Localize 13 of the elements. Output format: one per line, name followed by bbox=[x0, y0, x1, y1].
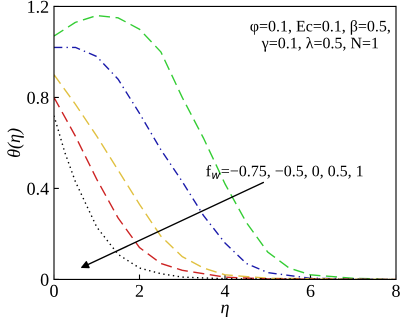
x-tick-label: 0 bbox=[50, 284, 58, 297]
x-tick-label: 6 bbox=[306, 284, 314, 297]
x-axis-title: η bbox=[221, 304, 229, 318]
x-tick-label: 8 bbox=[392, 284, 400, 297]
y-tick-label: 0.4 bbox=[27, 182, 49, 195]
annotation: φ=0.1, Ec=0.1, β=0.5, γ=0.1, λ=0.5, N=1 bbox=[250, 20, 390, 52]
y-tick-label: 0 bbox=[40, 274, 48, 286]
y-tick-label: 1.2 bbox=[28, 0, 48, 13]
x-tick-label: 2 bbox=[136, 284, 144, 297]
y-axis-title: θ(η) bbox=[7, 128, 24, 157]
y-tick-label: 0.8 bbox=[27, 92, 48, 104]
x-tick-label: 4 bbox=[220, 284, 230, 297]
annotation: f$_{w}$=−0.75, −0.5, 0, 0.5, 1 bbox=[206, 164, 363, 179]
